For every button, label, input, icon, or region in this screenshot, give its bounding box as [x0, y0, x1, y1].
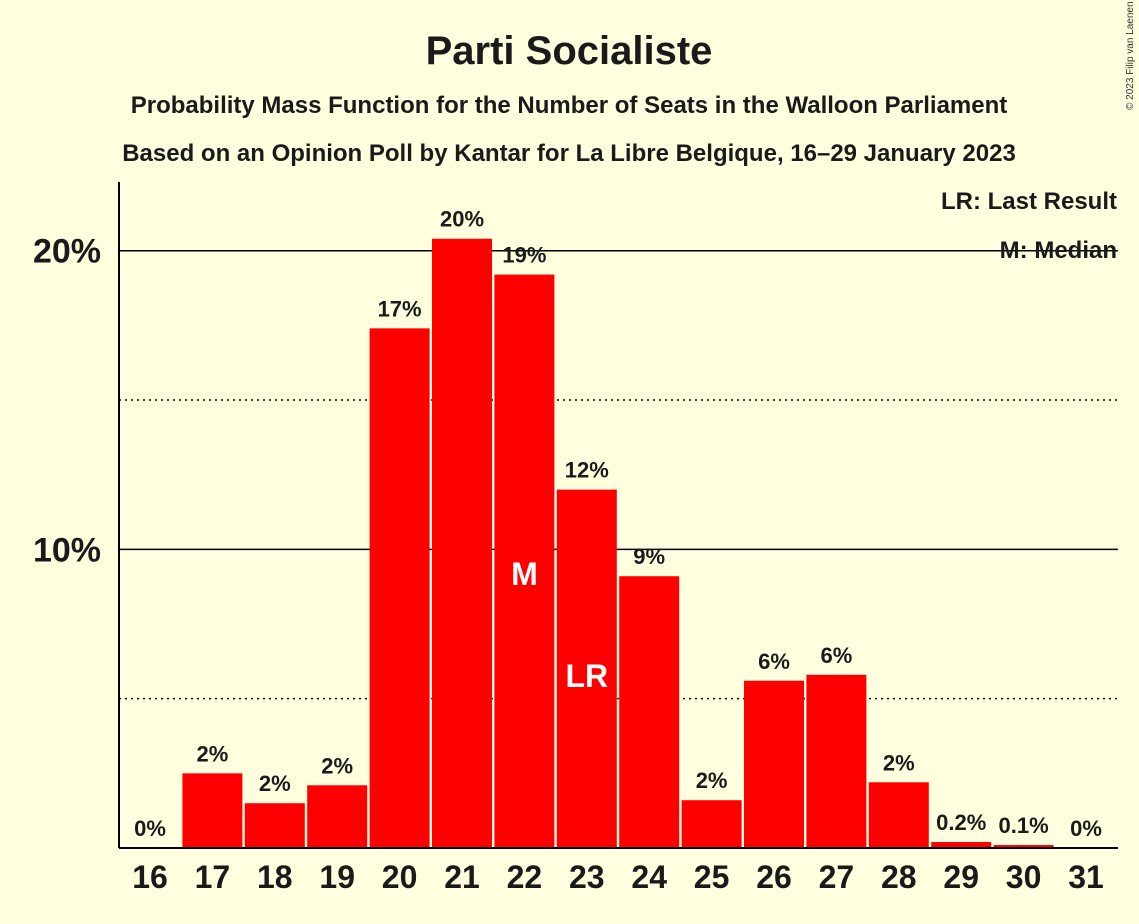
data-label: 0%: [134, 816, 166, 841]
bar: [556, 489, 617, 848]
x-tick-label: 25: [694, 859, 730, 895]
x-tick-label: 28: [881, 859, 917, 895]
data-label: 0%: [1070, 816, 1102, 841]
x-tick-label: 29: [943, 859, 979, 895]
x-tick-label: 19: [319, 859, 355, 895]
data-label: 2%: [696, 768, 728, 793]
bar: [307, 785, 368, 848]
bar: [681, 800, 742, 848]
x-tick-label: 26: [756, 859, 792, 895]
bar: [619, 576, 680, 848]
copyright-text: © 2023 Filip van Laenen: [1125, 1, 1136, 110]
data-label: 2%: [197, 741, 229, 766]
data-label: 6%: [821, 643, 853, 668]
bar: [369, 328, 430, 848]
y-tick-label: 10%: [33, 531, 101, 569]
x-tick-label: 21: [444, 859, 480, 895]
x-tick-label: 17: [195, 859, 231, 895]
axes: 10% 20%: [33, 182, 1118, 849]
x-tick-label: 18: [257, 859, 293, 895]
data-label: 17%: [378, 296, 422, 321]
median-marker: M: [511, 556, 538, 592]
x-tick-label: 31: [1068, 859, 1104, 895]
bars: [182, 238, 1054, 849]
data-label: 2%: [259, 771, 291, 796]
bar: [993, 845, 1054, 848]
data-label: 9%: [633, 544, 665, 569]
data-label: 19%: [502, 243, 546, 268]
legend-median: M: Median: [1000, 237, 1117, 264]
data-label: 0.1%: [999, 813, 1049, 838]
x-tick-label: 23: [569, 859, 605, 895]
x-tick-label: 20: [382, 859, 418, 895]
bar: [182, 773, 243, 848]
data-label: 20%: [440, 207, 484, 232]
data-label: 0.2%: [936, 810, 986, 835]
chart-subtitle-2: Based on an Opinion Poll by Kantar for L…: [122, 140, 1016, 167]
bar: [494, 274, 555, 848]
bar: [744, 680, 804, 848]
bar: [868, 782, 929, 848]
y-tick-label: 20%: [33, 233, 101, 271]
last-result-marker: LR: [565, 658, 608, 694]
x-tick-label: 22: [507, 859, 543, 895]
bar: [432, 238, 492, 849]
bar: [931, 842, 992, 848]
data-label: 6%: [758, 649, 790, 674]
x-tick-label: 27: [819, 859, 855, 895]
x-tick-label: 30: [1006, 859, 1042, 895]
legend-last-result: LR: Last Result: [941, 188, 1117, 215]
data-label: 12%: [565, 458, 609, 483]
bar: [806, 674, 867, 848]
data-labels: 0% 16 2% 17 2% 18 2% 19 17% 20 20% 21 19% 22 M 12% 23 LR 9…: [132, 207, 1104, 895]
data-label: 2%: [321, 753, 353, 778]
bar: [244, 803, 305, 848]
gridlines: [119, 249, 1118, 700]
x-tick-label: 16: [132, 859, 168, 895]
chart-title: Parti Socialiste: [426, 29, 713, 73]
x-tick-label: 24: [631, 859, 667, 895]
data-label: 2%: [883, 750, 915, 775]
chart-subtitle-1: Probability Mass Function for the Number…: [131, 92, 1008, 119]
